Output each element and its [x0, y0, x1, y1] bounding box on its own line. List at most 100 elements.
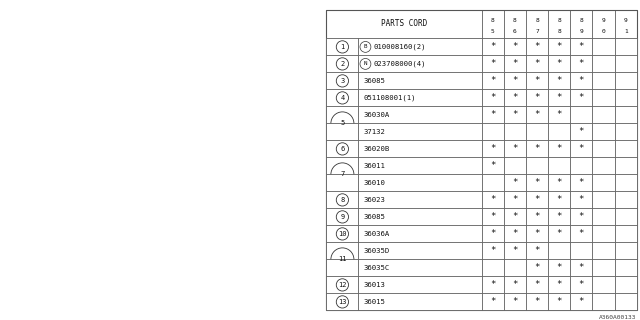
- Bar: [614, 293, 637, 310]
- Bar: [548, 225, 570, 243]
- Bar: [614, 55, 637, 72]
- Text: 051108001(1): 051108001(1): [364, 95, 416, 101]
- Text: PARTS CORD: PARTS CORD: [381, 20, 427, 28]
- Text: *: *: [579, 212, 584, 221]
- Bar: [614, 140, 637, 157]
- Bar: [326, 55, 358, 72]
- Text: 36015: 36015: [364, 299, 385, 305]
- Bar: [504, 293, 526, 310]
- Text: 8: 8: [340, 197, 344, 203]
- Bar: [326, 72, 358, 89]
- Text: A360A00133: A360A00133: [599, 315, 637, 320]
- Bar: [570, 208, 593, 225]
- Bar: [570, 293, 593, 310]
- Text: 7: 7: [535, 29, 539, 34]
- Bar: [593, 191, 614, 208]
- Bar: [482, 72, 504, 89]
- Bar: [526, 72, 548, 89]
- Bar: [504, 55, 526, 72]
- Bar: [570, 89, 593, 106]
- Bar: [326, 191, 358, 208]
- Text: 3: 3: [340, 78, 344, 84]
- Bar: [548, 208, 570, 225]
- Text: *: *: [579, 42, 584, 52]
- Bar: [482, 157, 504, 174]
- Text: *: *: [579, 60, 584, 68]
- Bar: [482, 55, 504, 72]
- Bar: [482, 106, 504, 124]
- Bar: [526, 124, 548, 140]
- Bar: [326, 157, 358, 174]
- Text: 9: 9: [624, 18, 628, 23]
- Bar: [358, 225, 481, 243]
- Bar: [593, 38, 614, 55]
- Text: *: *: [534, 212, 540, 221]
- Text: 1: 1: [340, 44, 344, 50]
- Bar: [593, 157, 614, 174]
- Text: 1: 1: [624, 29, 628, 34]
- Text: 36085: 36085: [364, 78, 385, 84]
- Text: *: *: [557, 60, 562, 68]
- Text: 9: 9: [602, 18, 605, 23]
- Text: 8: 8: [557, 18, 561, 23]
- Text: 6: 6: [513, 29, 516, 34]
- Text: *: *: [490, 93, 495, 102]
- Text: *: *: [512, 178, 518, 188]
- Text: 36035D: 36035D: [364, 248, 390, 254]
- Text: 9: 9: [579, 29, 583, 34]
- Bar: [482, 38, 504, 55]
- Text: *: *: [579, 93, 584, 102]
- Bar: [326, 276, 358, 293]
- Bar: [358, 124, 481, 140]
- Bar: [504, 243, 526, 260]
- Text: *: *: [557, 229, 562, 238]
- Bar: [593, 260, 614, 276]
- Text: *: *: [557, 144, 562, 153]
- Bar: [504, 191, 526, 208]
- Bar: [526, 293, 548, 310]
- Bar: [548, 243, 570, 260]
- Text: 37132: 37132: [364, 129, 385, 135]
- Bar: [548, 174, 570, 191]
- Bar: [482, 243, 504, 260]
- Bar: [504, 72, 526, 89]
- Bar: [526, 157, 548, 174]
- Bar: [504, 140, 526, 157]
- Text: 9: 9: [340, 214, 344, 220]
- Text: *: *: [490, 212, 495, 221]
- Bar: [526, 89, 548, 106]
- Bar: [593, 106, 614, 124]
- Text: *: *: [534, 246, 540, 255]
- Text: *: *: [534, 178, 540, 188]
- Bar: [482, 10, 504, 38]
- Text: *: *: [557, 196, 562, 204]
- Text: *: *: [579, 76, 584, 85]
- Bar: [614, 38, 637, 55]
- Text: *: *: [579, 297, 584, 307]
- Bar: [358, 276, 481, 293]
- Bar: [570, 106, 593, 124]
- Text: *: *: [557, 263, 562, 272]
- Text: 8: 8: [513, 18, 516, 23]
- Bar: [526, 10, 548, 38]
- Bar: [570, 276, 593, 293]
- Text: *: *: [557, 110, 562, 119]
- Text: *: *: [490, 196, 495, 204]
- Bar: [593, 140, 614, 157]
- Bar: [526, 55, 548, 72]
- Text: 11: 11: [338, 256, 347, 262]
- Text: *: *: [579, 144, 584, 153]
- Text: 36023: 36023: [364, 197, 385, 203]
- Text: 8: 8: [491, 18, 495, 23]
- Bar: [548, 191, 570, 208]
- Bar: [482, 174, 504, 191]
- Bar: [482, 208, 504, 225]
- Bar: [358, 260, 481, 276]
- Bar: [548, 55, 570, 72]
- Bar: [614, 243, 637, 260]
- Text: *: *: [579, 178, 584, 188]
- Text: *: *: [579, 127, 584, 136]
- Text: *: *: [579, 229, 584, 238]
- Bar: [526, 225, 548, 243]
- Text: *: *: [534, 93, 540, 102]
